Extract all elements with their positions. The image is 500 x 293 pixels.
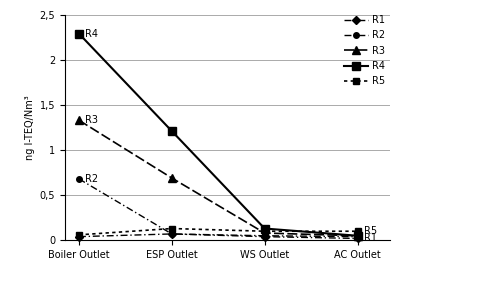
- R5: [76, 233, 82, 237]
- R5: [354, 229, 360, 233]
- Line: R4: R4: [75, 29, 362, 240]
- R1: [76, 235, 82, 239]
- R2: [354, 235, 360, 239]
- R1: [262, 235, 268, 239]
- R4: [76, 32, 82, 35]
- Line: R1: R1: [76, 231, 360, 241]
- R1: [169, 232, 175, 236]
- R3: [76, 118, 82, 122]
- Text: R5: R5: [364, 226, 377, 236]
- R3: [354, 234, 360, 238]
- R2: [169, 232, 175, 236]
- Text: R4: R4: [86, 29, 98, 39]
- Text: R3: R3: [86, 115, 98, 125]
- Text: R2: R2: [86, 174, 98, 184]
- R4: [354, 234, 360, 238]
- Line: R3: R3: [75, 116, 362, 240]
- Y-axis label: ng I-TEQ/Nm³: ng I-TEQ/Nm³: [26, 95, 36, 160]
- R3: [262, 231, 268, 235]
- Line: R5: R5: [76, 225, 361, 238]
- R5: [262, 229, 268, 233]
- R4: [169, 129, 175, 133]
- Legend: R1, R2, R3, R4, R5: R1, R2, R3, R4, R5: [344, 15, 385, 86]
- Text: R1: R1: [364, 234, 377, 243]
- R5: [169, 227, 175, 230]
- R3: [169, 176, 175, 180]
- R2: [262, 234, 268, 238]
- Line: R2: R2: [76, 176, 360, 239]
- R4: [262, 227, 268, 230]
- R2: [76, 177, 82, 181]
- R1: [354, 237, 360, 240]
